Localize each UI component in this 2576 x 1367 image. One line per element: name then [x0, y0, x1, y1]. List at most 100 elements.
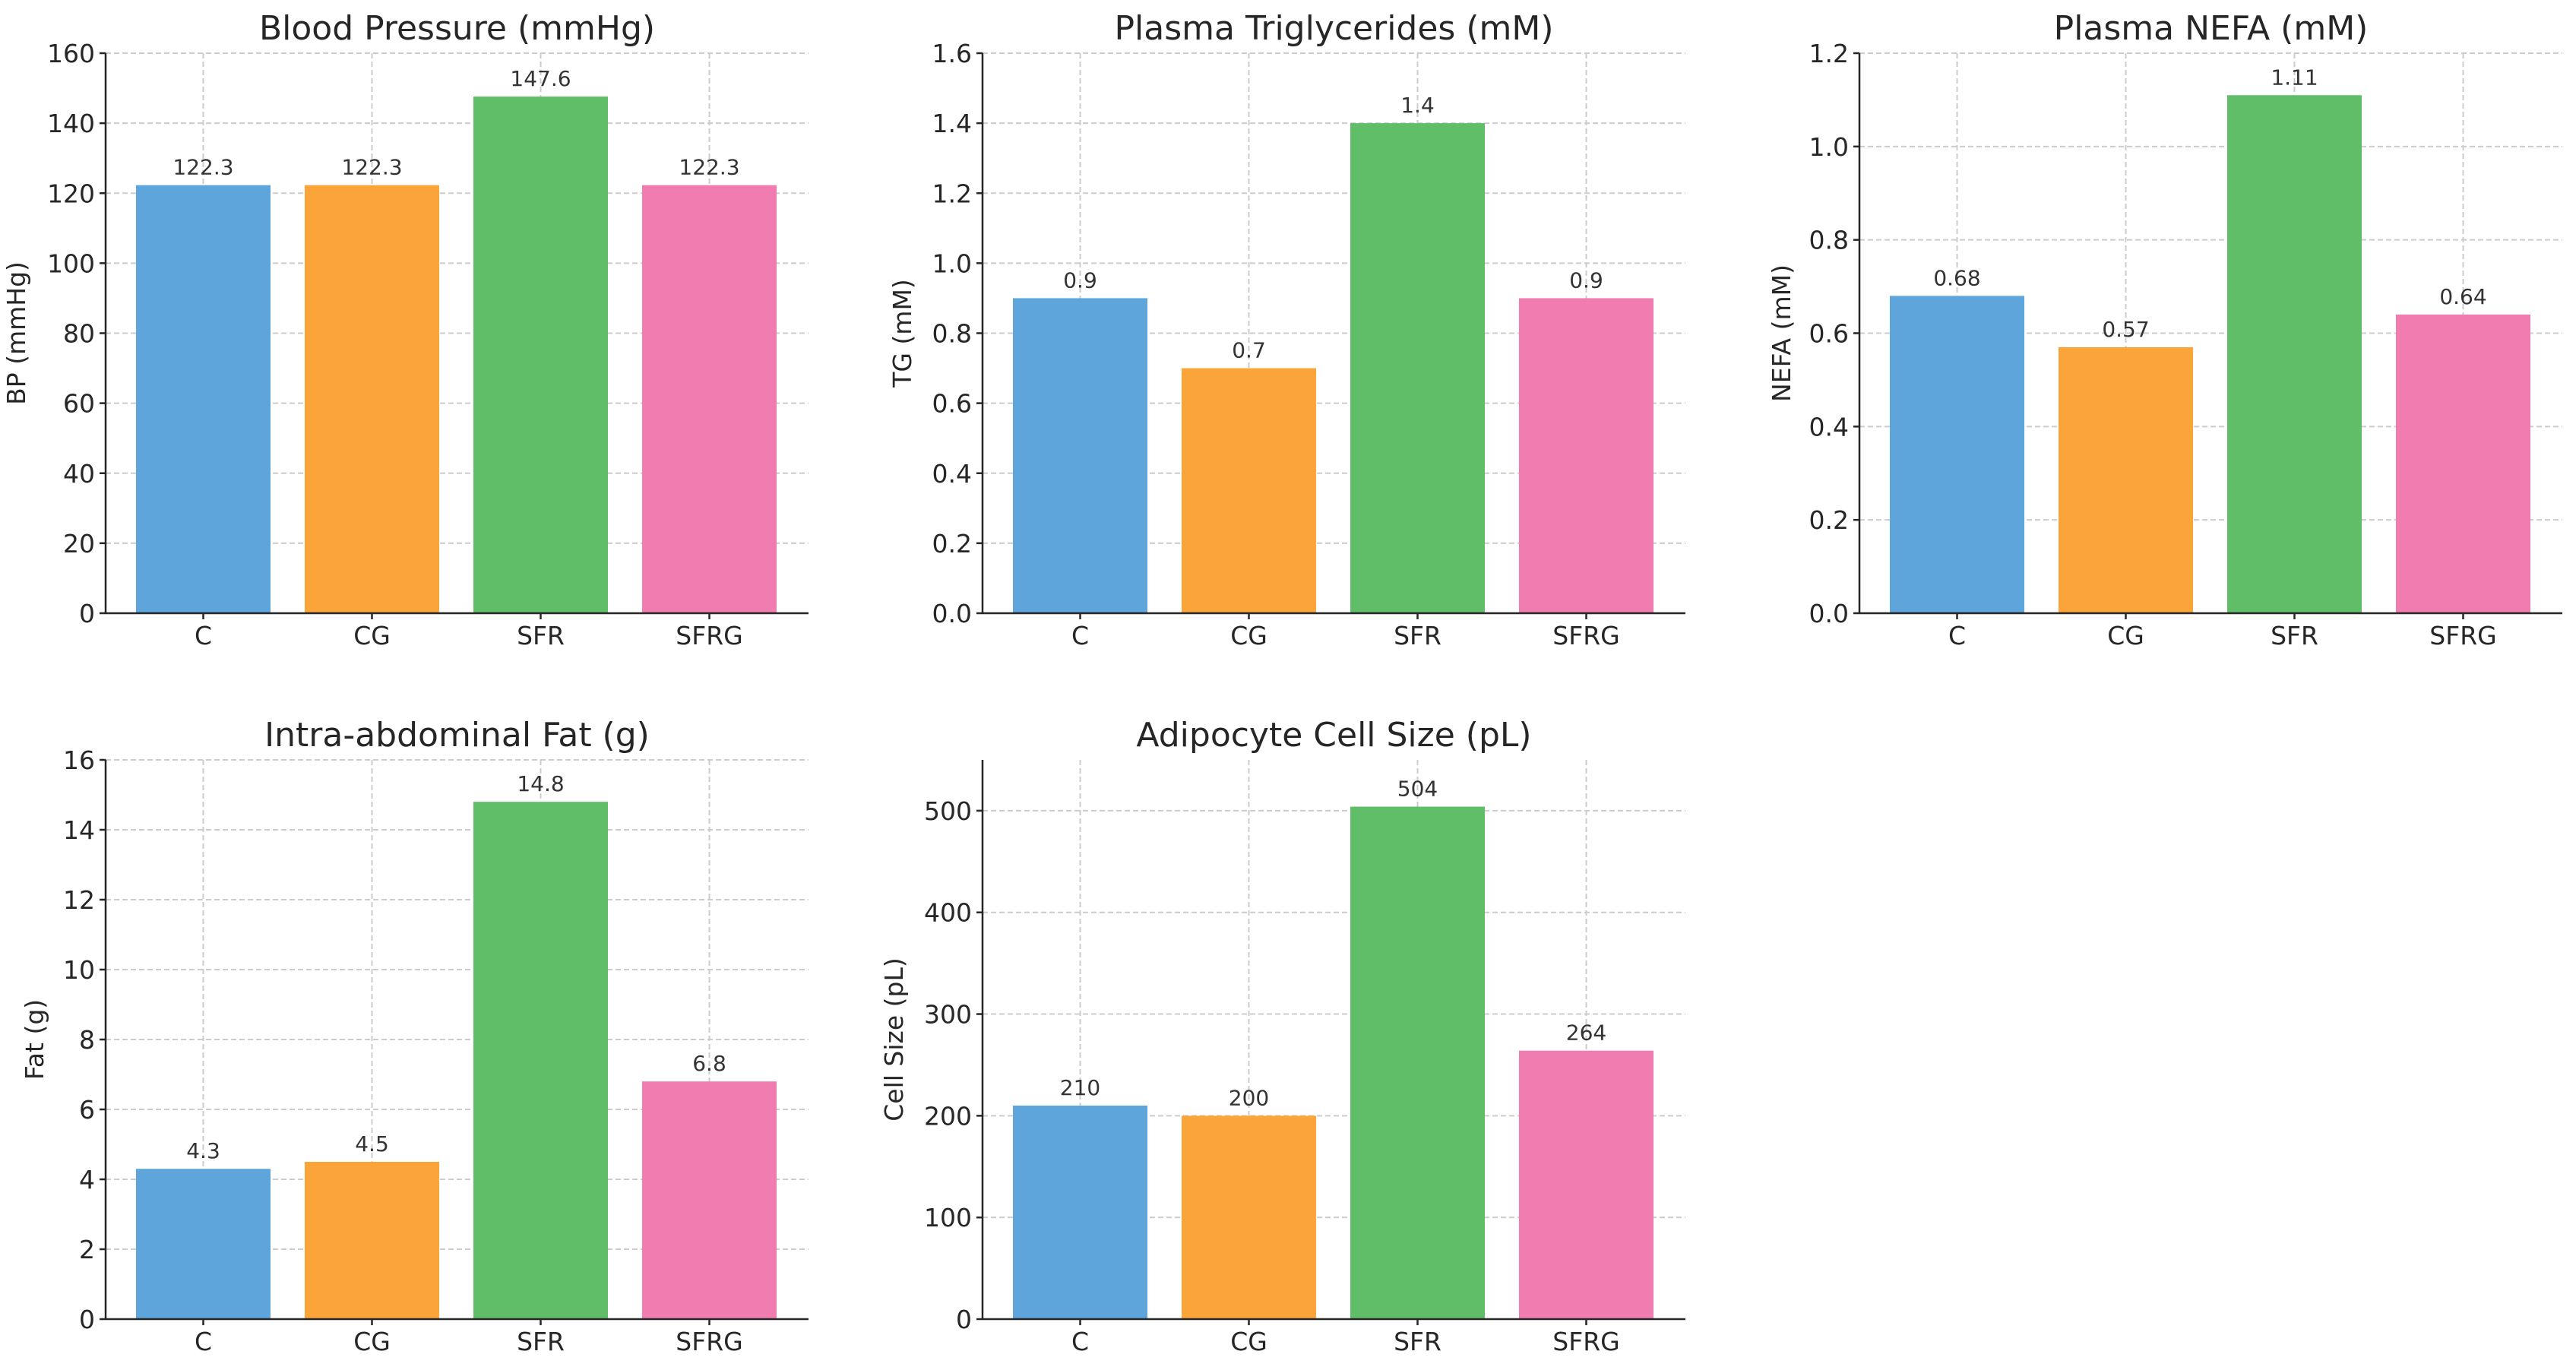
chart-panel-3: 4.3 C 4.5 CG 14.8 SFR 6.8 SFRG 0 2 4 6 8 10 12 14 16 Intr… [20, 716, 809, 1356]
chart-3-ytick-label-7: 14 [63, 815, 95, 845]
chart-0-bar-c [136, 185, 271, 613]
chart-4-ytick-label-3: 300 [924, 1000, 972, 1030]
chart-3-ytick-label-4: 8 [79, 1025, 95, 1055]
chart-1-bar-sfrg [1519, 298, 1654, 613]
chart-4-data-label-sfrg: 264 [1566, 1021, 1606, 1046]
chart-3-ytick-label-5: 10 [63, 955, 95, 985]
chart-3-bar-sfr [473, 802, 608, 1319]
chart-3-ytick-label-3: 6 [79, 1095, 95, 1125]
chart-1-ytick-label-8: 1.6 [932, 39, 972, 68]
chart-2-xtick-label-sfr: SFR [2271, 621, 2318, 650]
chart-1-title: Plasma Triglycerides (mM) [1114, 9, 1553, 48]
chart-0-bar-sfrg [642, 185, 777, 613]
chart-1-ytick-label-0: 0.0 [932, 599, 972, 628]
chart-3-data-label-cg: 4.5 [355, 1131, 389, 1157]
chart-2-bar-cg [2059, 346, 2193, 613]
chart-1-y-axis-label: TG (mM) [888, 279, 917, 388]
chart-4-data-label-c: 210 [1060, 1075, 1100, 1100]
chart-4-ytick-label-1: 100 [924, 1203, 972, 1233]
chart-0-data-label-cg: 122.3 [341, 155, 402, 180]
chart-0-data-label-sfrg: 122.3 [679, 155, 739, 180]
chart-2-data-label-sfr: 1.11 [2271, 65, 2318, 90]
chart-panel-4: 210 C 200 CG 504 SFR 264 SFRG 0 100 200 300 400 500 Ad… [879, 716, 1685, 1356]
chart-4-bar-sfr [1350, 806, 1485, 1319]
chart-1-bar-c [1013, 298, 1147, 613]
chart-4-data-label-sfr: 504 [1397, 777, 1438, 802]
chart-1-ytick-label-7: 1.4 [932, 109, 972, 138]
chart-0-xtick-label-c: C [195, 621, 212, 650]
chart-2-ytick-label-5: 1.0 [1809, 132, 1849, 162]
chart-4-xtick-label-sfrg: SFRG [1552, 1327, 1619, 1356]
chart-2-data-label-c: 0.68 [1933, 265, 1980, 290]
chart-1-xtick-label-sfr: SFR [1394, 621, 1441, 650]
chart-3-ytick-label-1: 2 [79, 1235, 95, 1264]
chart-0-ytick-label-0: 0 [79, 599, 95, 628]
chart-4-ytick-label-5: 500 [924, 796, 972, 826]
chart-4-ytick-label-2: 200 [924, 1101, 972, 1131]
chart-0-ytick-label-8: 160 [47, 39, 95, 68]
chart-3-ytick-label-2: 4 [79, 1165, 95, 1195]
chart-2-ytick-label-1: 0.2 [1809, 505, 1849, 535]
chart-4-title: Adipocyte Cell Size (pL) [1136, 716, 1531, 755]
chart-1-ytick-label-1: 0.2 [932, 529, 972, 559]
chart-panel-1: 0.9 C 0.7 CG 1.4 SFR 0.9 SFRG 0.0 0.2 0.4 0.6 0.8 1.0… [888, 9, 1685, 650]
chart-3-ytick-label-0: 0 [79, 1305, 95, 1334]
chart-3-data-label-sfrg: 6.8 [692, 1051, 726, 1076]
chart-4-xtick-label-sfr: SFR [1394, 1327, 1441, 1356]
chart-4-data-label-cg: 200 [1229, 1085, 1269, 1110]
chart-4-bar-c [1013, 1105, 1147, 1319]
chart-1-xtick-label-sfrg: SFRG [1552, 621, 1619, 650]
chart-0-ytick-label-2: 40 [63, 459, 95, 489]
chart-3-title: Intra-abdominal Fat (g) [264, 716, 650, 755]
chart-4-ytick-label-0: 0 [956, 1305, 972, 1334]
chart-4-bar-sfrg [1519, 1050, 1654, 1319]
chart-0-xtick-label-sfr: SFR [517, 621, 565, 650]
chart-2-ytick-label-3: 0.6 [1809, 319, 1849, 349]
chart-3-ytick-label-6: 12 [63, 885, 95, 915]
chart-3-xtick-label-sfr: SFR [517, 1327, 565, 1356]
chart-1-data-label-c: 0.9 [1063, 267, 1097, 293]
chart-2-xtick-label-cg: CG [2107, 621, 2144, 650]
chart-2-ytick-label-0: 0.0 [1809, 599, 1849, 628]
chart-0-ytick-label-1: 20 [63, 529, 95, 559]
chart-4-bar-cg [1182, 1115, 1316, 1319]
chart-1-data-label-sfrg: 0.9 [1569, 267, 1603, 293]
chart-0-ytick-label-4: 80 [63, 319, 95, 349]
chart-2-bar-sfrg [2396, 314, 2530, 613]
chart-panel-2: 0.68 C 0.57 CG 1.11 SFR 0.64 SFRG 0.0 0.2 0.4 0.6 0.… [1767, 9, 2562, 650]
chart-panel-0: 122.3 C 122.3 CG 147.6 SFR 122.3 SFRG 0 20 40 60 80 1… [2, 9, 809, 650]
chart-2-y-axis-label: NEFA (mM) [1767, 264, 1796, 402]
chart-3-xtick-label-sfrg: SFRG [676, 1327, 742, 1356]
chart-0-data-label-sfr: 147.6 [510, 66, 571, 91]
chart-0-bar-sfr [473, 97, 608, 614]
chart-1-ytick-label-6: 1.2 [932, 179, 972, 208]
chart-0-ytick-label-3: 60 [63, 389, 95, 419]
chart-0-title: Blood Pressure (mmHg) [259, 9, 655, 48]
chart-1-ytick-label-2: 0.4 [932, 459, 972, 489]
chart-0-xtick-label-cg: CG [353, 621, 391, 650]
chart-3-bar-sfrg [642, 1081, 777, 1319]
chart-0-data-label-c: 122.3 [172, 155, 233, 180]
chart-2-bar-c [1890, 296, 2024, 613]
chart-3-bar-c [136, 1169, 271, 1319]
chart-2-xtick-label-c: C [1948, 621, 1966, 650]
chart-1-ytick-label-3: 0.6 [932, 389, 972, 419]
chart-3-ytick-label-8: 16 [63, 745, 95, 775]
chart-2-ytick-label-6: 1.2 [1809, 39, 1849, 68]
chart-4-xtick-label-cg: CG [1230, 1327, 1267, 1356]
chart-2-data-label-sfrg: 0.64 [2439, 284, 2486, 309]
chart-0-ytick-label-7: 140 [47, 109, 95, 138]
chart-2-ytick-label-2: 0.4 [1809, 412, 1849, 441]
chart-2-data-label-cg: 0.57 [2102, 317, 2149, 342]
chart-4-ytick-label-4: 400 [924, 898, 972, 928]
chart-1-xtick-label-c: C [1071, 621, 1089, 650]
chart-0-ytick-label-6: 120 [47, 179, 95, 208]
chart-3-data-label-c: 4.3 [186, 1138, 220, 1163]
chart-1-bar-cg [1182, 368, 1316, 613]
chart-2-bar-sfr [2227, 95, 2362, 613]
chart-3-y-axis-label: Fat (g) [20, 999, 49, 1080]
chart-1-data-label-sfr: 1.4 [1400, 93, 1435, 118]
chart-3-xtick-label-c: C [195, 1327, 212, 1356]
chart-3-bar-cg [305, 1162, 439, 1319]
